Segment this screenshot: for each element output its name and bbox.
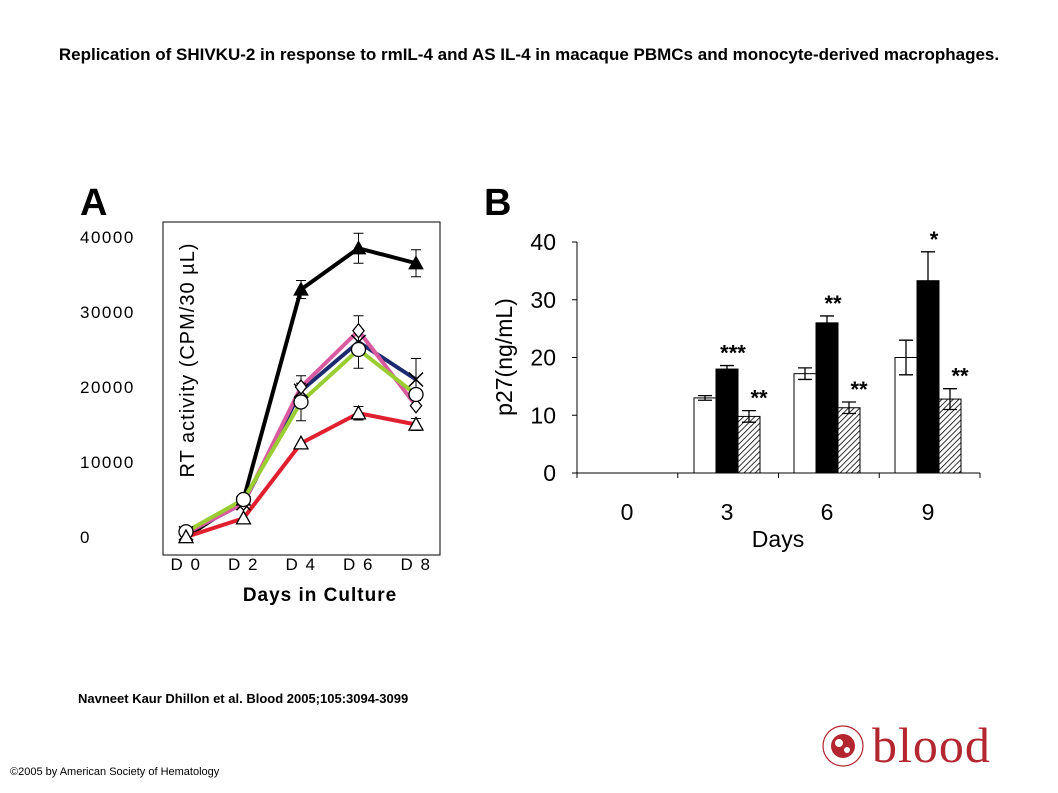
- data-point-marker: [235, 491, 252, 508]
- significance-annotation: **: [850, 377, 868, 402]
- x-axis-label: Days: [752, 526, 804, 552]
- logo-cell-nucleus-icon: [844, 747, 850, 753]
- data-point-marker: [235, 509, 252, 525]
- data-point-marker: [292, 434, 310, 450]
- error-bar: [899, 339, 913, 376]
- x-tick-label: 0: [621, 499, 634, 525]
- x-tick-label: 9: [922, 499, 935, 525]
- y-tick-label: 20: [530, 345, 556, 371]
- data-point-marker: [350, 341, 367, 358]
- data-point-marker: [408, 386, 424, 403]
- logo-cell-icon: [831, 734, 855, 758]
- data-point-marker: [409, 397, 423, 414]
- x-axis-label: Days in Culture: [243, 585, 397, 606]
- significance-annotation: **: [951, 364, 969, 389]
- significance-annotation: **: [750, 386, 768, 411]
- logo-ring-icon: [822, 725, 864, 767]
- panel-a-label: A: [80, 182, 108, 224]
- x-tick-label: D 6: [343, 555, 374, 574]
- y-tick-label: 30000: [80, 303, 135, 322]
- significance-annotation: ***: [720, 341, 746, 366]
- error-bar: [720, 364, 734, 374]
- y-axis-label: p27(ng/mL): [491, 298, 517, 416]
- data-point-marker: [350, 240, 367, 255]
- data-point-marker: [293, 281, 309, 296]
- error-bar: [698, 394, 712, 401]
- significance-annotation: *: [930, 227, 939, 252]
- x-tick-label: D 2: [228, 555, 259, 574]
- error-bar: [921, 251, 935, 311]
- copyright-notice: ©2005 by American Society of Hematology: [10, 766, 220, 778]
- plot-frame: [162, 221, 441, 556]
- slide-title: Replication of SHIVKU-2 in response to r…: [58, 45, 1000, 64]
- logo-cell-nucleus-icon: [835, 739, 843, 747]
- x-tick-label: 3: [721, 499, 734, 525]
- y-tick-label: 10000: [80, 453, 135, 472]
- data-point-marker: [407, 416, 425, 431]
- error-bar: [842, 401, 856, 415]
- x-tick-label: D 8: [401, 555, 432, 574]
- data-point-marker: [293, 394, 309, 410]
- x-tick-label: D 4: [286, 555, 317, 574]
- data-point-marker: [294, 378, 308, 396]
- y-tick-label: 0: [543, 460, 556, 486]
- significance-annotation: **: [824, 291, 842, 316]
- y-axis-label: RT activity (CPM/30 µL): [177, 243, 199, 478]
- data-point-marker: [352, 322, 365, 339]
- error-bar: [798, 367, 812, 381]
- y-tick-label: 30: [530, 287, 556, 313]
- y-tick-label: 0: [80, 528, 91, 547]
- data-point-marker: [177, 528, 195, 544]
- error-bar: [943, 388, 957, 411]
- y-tick-label: 40000: [80, 228, 135, 247]
- y-tick-label: 20000: [80, 378, 135, 397]
- data-point-marker: [408, 371, 424, 388]
- error-bar: [820, 315, 834, 331]
- y-tick-label: 40: [530, 229, 556, 255]
- error-bar: [742, 409, 756, 423]
- x-tick-label: 6: [821, 499, 834, 525]
- data-point-marker: [350, 404, 367, 420]
- data-point-marker: [408, 255, 424, 270]
- y-tick-label: 10: [530, 402, 556, 428]
- panel-b-label: B: [484, 182, 512, 224]
- citation: Navneet Kaur Dhillon et al. Blood 2005;1…: [78, 691, 409, 706]
- blood-logo-text: blood: [872, 717, 991, 773]
- x-tick-label: D 0: [171, 555, 202, 574]
